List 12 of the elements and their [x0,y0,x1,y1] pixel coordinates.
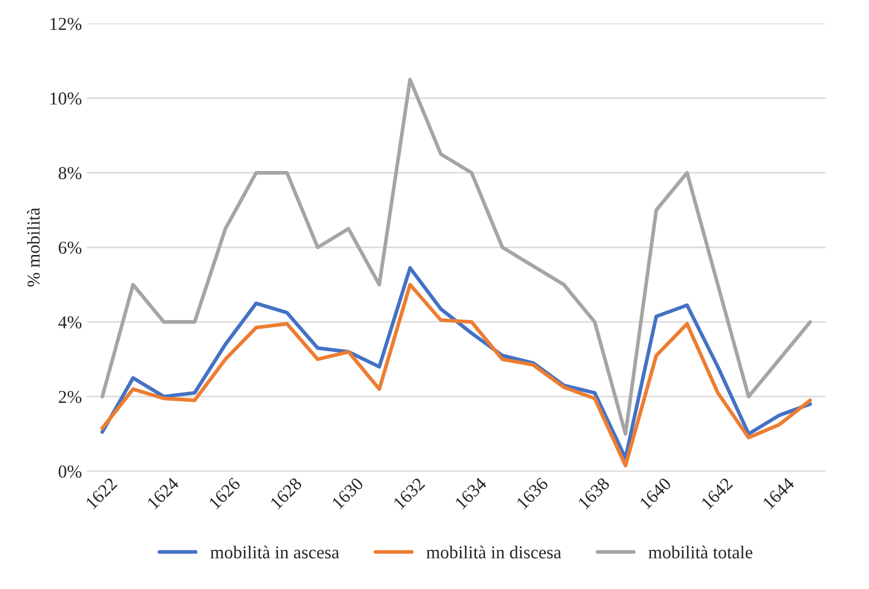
y-tick-label: 0% [58,465,82,478]
line-series [100,78,812,436]
legend-label: mobilità in ascesa [210,546,340,558]
legend-label: mobilità in discesa [426,546,562,558]
legend-label: mobilità totale [648,546,752,558]
y-tick-label: 12% [50,18,82,30]
y-axis-title: % mobilità [26,208,40,287]
y-tick-label: 2% [58,390,82,404]
y-tick-label: 6% [58,242,82,254]
y-tick-label: 10% [50,92,82,105]
y-tick-label: 8% [58,167,82,180]
y-tick-label: 4% [58,316,82,328]
